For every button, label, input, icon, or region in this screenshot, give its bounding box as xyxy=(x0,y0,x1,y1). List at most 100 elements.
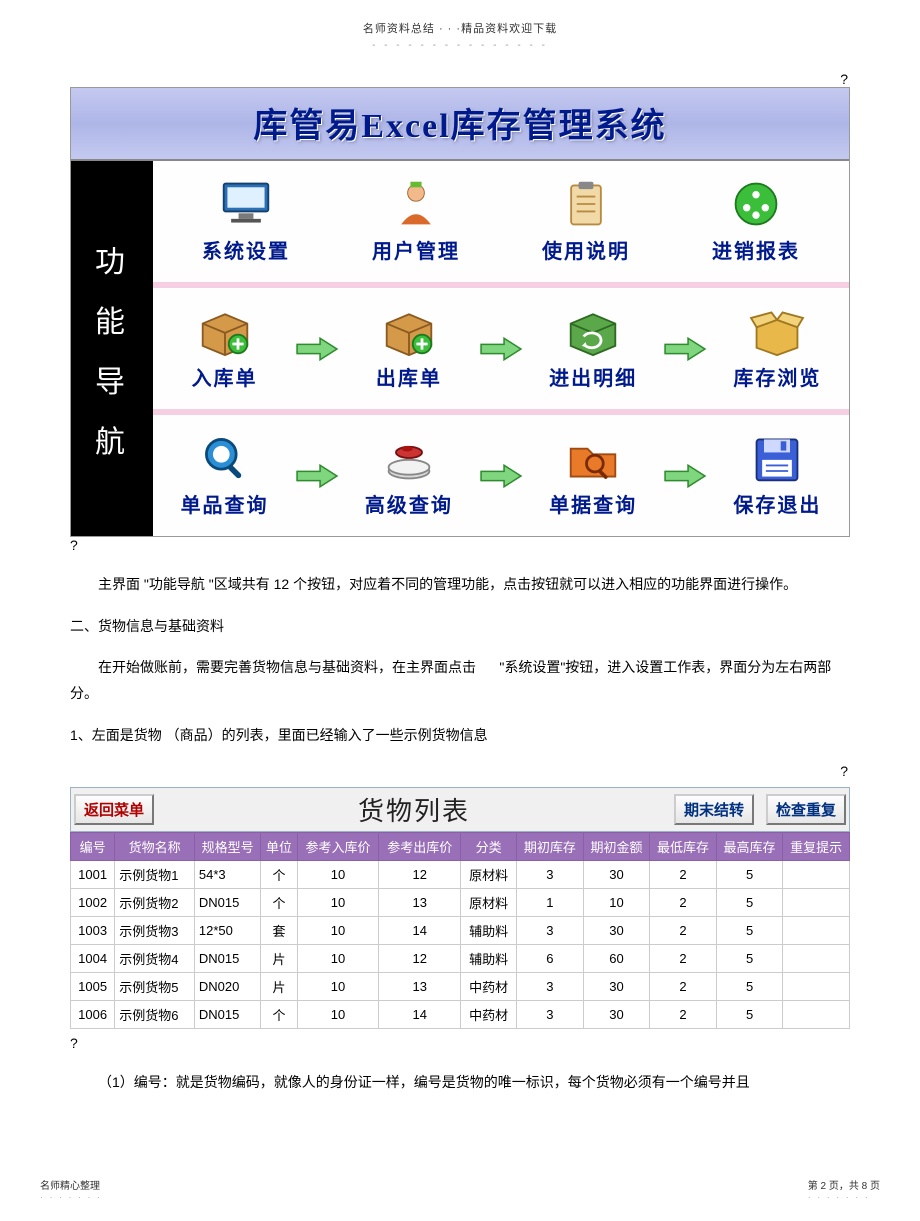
period-carry-button[interactable]: 期末结转 xyxy=(674,794,754,825)
menu-button-label: 高级查询 xyxy=(365,489,453,518)
table-header-cell: 货物名称 xyxy=(115,832,195,860)
menu-button-label: 单品查询 xyxy=(181,489,269,518)
open-box-icon xyxy=(747,306,807,356)
box-plus-icon xyxy=(379,306,439,356)
box-plus-icon xyxy=(195,306,255,356)
arrow-icon xyxy=(292,334,342,364)
doc-header-dashes: - - - - - - - - - - - - - - - xyxy=(70,40,850,51)
table-row: 1001示例货物154*3个1012原材料33025 xyxy=(71,860,850,888)
footer-dashes: · · · · · · · xyxy=(808,1192,870,1202)
table-header-cell: 参考入库价 xyxy=(297,832,379,860)
sidebar-char: 航 xyxy=(95,417,129,461)
green-circle-icon xyxy=(726,179,786,229)
menu-button-系统设置[interactable]: 系统设置 xyxy=(186,179,306,264)
table-cell: 30 xyxy=(583,1000,650,1028)
goods-title: 货物列表 xyxy=(154,791,674,828)
table-cell: 2 xyxy=(650,944,717,972)
user-icon xyxy=(386,179,446,229)
table-cell: 中药材 xyxy=(461,972,517,1000)
table-cell: 中药材 xyxy=(461,1000,517,1028)
table-header-cell: 期初金额 xyxy=(583,832,650,860)
magnify-blue-icon xyxy=(195,433,255,483)
clipboard-icon xyxy=(556,179,616,229)
footer-text: 名师精心整理 xyxy=(40,1181,100,1192)
paragraph: 在开始做账前，需要完善货物信息与基础资料，在主界面点击 "系统设置"按钮，进入设… xyxy=(70,654,850,707)
table-cell: 12 xyxy=(379,860,461,888)
table-body: 1001示例货物154*3个1012原材料330251002示例货物2DN015… xyxy=(71,860,850,1028)
table-cell: 示例货物3 xyxy=(115,916,195,944)
question-mark: ? xyxy=(70,763,850,779)
goods-table-section: 返回菜单 货物列表 期末结转 检查重复 编号货物名称规格型号单位参考入库价参考出… xyxy=(70,787,850,1029)
table-cell: 5 xyxy=(716,944,783,972)
question-mark: ? xyxy=(70,1035,850,1051)
table-cell: 30 xyxy=(583,916,650,944)
table-cell: 10 xyxy=(297,888,379,916)
table-header-cell: 规格型号 xyxy=(194,832,261,860)
table-cell: 片 xyxy=(261,944,297,972)
table-cell: 14 xyxy=(379,1000,461,1028)
menu-button-使用说明[interactable]: 使用说明 xyxy=(526,179,646,264)
menu-button-出库单[interactable]: 出库单 xyxy=(349,306,469,391)
menu-button-label: 单据查询 xyxy=(549,489,637,518)
menu-button-用户管理[interactable]: 用户管理 xyxy=(356,179,476,264)
table-cell: 2 xyxy=(650,972,717,1000)
menu-button-进出明细[interactable]: 进出明细 xyxy=(533,306,653,391)
screen-icon xyxy=(216,179,276,229)
table-cell xyxy=(783,972,850,1000)
banner-title: 库管易Excel库存管理系统 xyxy=(71,88,849,161)
footer-right: 第 2 页，共 8 页 · · · · · · · xyxy=(808,1177,880,1203)
table-cell: 原材料 xyxy=(461,860,517,888)
arrow-icon xyxy=(476,461,526,491)
table-cell: 5 xyxy=(716,972,783,1000)
table-cell: 个 xyxy=(261,860,297,888)
arrow-icon xyxy=(660,461,710,491)
table-cell: 3 xyxy=(517,1000,584,1028)
menu-button-单据查询[interactable]: 单据查询 xyxy=(533,433,653,518)
folder-magnify-icon xyxy=(563,433,623,483)
menu-button-库存浏览[interactable]: 库存浏览 xyxy=(717,306,837,391)
table-row: 1002示例货物2DN015个1013原材料11025 xyxy=(71,888,850,916)
table-header-cell: 最高库存 xyxy=(716,832,783,860)
menu-button-入库单[interactable]: 入库单 xyxy=(165,306,285,391)
sidebar-char: 能 xyxy=(95,297,129,341)
table-cell: 5 xyxy=(716,860,783,888)
menu-button-label: 保存退出 xyxy=(733,489,821,518)
table-cell: 3 xyxy=(517,972,584,1000)
table-cell: DN015 xyxy=(194,888,261,916)
sidebar-title: 功 能 导 航 xyxy=(71,161,153,536)
table-cell: 辅助料 xyxy=(461,916,517,944)
table-cell: 12 xyxy=(379,944,461,972)
table-cell: 13 xyxy=(379,888,461,916)
table-cell: 2 xyxy=(650,860,717,888)
table-header-cell: 期初库存 xyxy=(517,832,584,860)
table-cell xyxy=(783,1000,850,1028)
table-row: 1005示例货物5DN020片1013中药材33025 xyxy=(71,972,850,1000)
table-cell: 示例货物1 xyxy=(115,860,195,888)
check-duplicate-button[interactable]: 检查重复 xyxy=(766,794,846,825)
back-menu-button[interactable]: 返回菜单 xyxy=(74,794,154,825)
table-header-cell: 分类 xyxy=(461,832,517,860)
paragraph-text: 在开始做账前，需要完善货物信息与基础资料，在主界面点击 xyxy=(98,659,476,675)
paragraph: （1）编号：就是货物编码，就像人的身份证一样，编号是货物的唯一标识，每个货物必须… xyxy=(70,1069,850,1096)
menu-button-label: 进销报表 xyxy=(712,235,800,264)
footer-text: 第 2 页，共 8 页 xyxy=(808,1181,880,1192)
sidebar-char: 导 xyxy=(95,357,129,401)
table-cell: 54*3 xyxy=(194,860,261,888)
table-cell: 5 xyxy=(716,888,783,916)
table-cell: 套 xyxy=(261,916,297,944)
table-cell: 5 xyxy=(716,916,783,944)
sidebar-char: 功 xyxy=(95,237,129,281)
table-cell: 个 xyxy=(261,1000,297,1028)
menu-button-进销报表[interactable]: 进销报表 xyxy=(696,179,816,264)
section-heading: 二、货物信息与基础资料 xyxy=(70,616,850,636)
menu-button-保存退出[interactable]: 保存退出 xyxy=(717,433,837,518)
table-header-cell: 单位 xyxy=(261,832,297,860)
menu-button-高级查询[interactable]: 高级查询 xyxy=(349,433,469,518)
menu-button-label: 使用说明 xyxy=(542,235,630,264)
table-cell: 2 xyxy=(650,1000,717,1028)
menu-button-单品查询[interactable]: 单品查询 xyxy=(165,433,285,518)
doc-header-line: 名师资料总结 · · ·精品资料欢迎下载 xyxy=(70,20,850,36)
table-header-cell: 参考出库价 xyxy=(379,832,461,860)
table-cell: 60 xyxy=(583,944,650,972)
table-cell: 示例货物5 xyxy=(115,972,195,1000)
